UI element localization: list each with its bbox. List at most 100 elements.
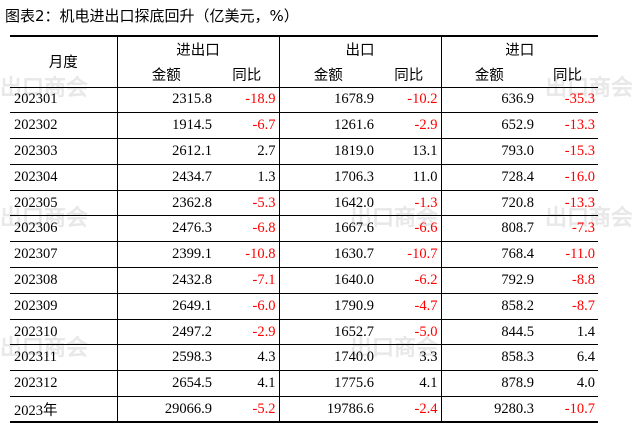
export-yoy-cell: -1.3 xyxy=(377,190,442,217)
total-amount-cell: 2432.8 xyxy=(117,267,215,294)
import-yoy-cell: -16.0 xyxy=(537,164,598,191)
export-yoy-cell: -5.0 xyxy=(377,319,442,346)
export-amount-cell: 1667.6 xyxy=(279,215,377,243)
table-row: 202310 2497.2 -2.9 1652.7 -5.0 844.5 1.4 xyxy=(10,319,598,346)
import-yoy-cell: -11.0 xyxy=(537,241,598,269)
export-amount-cell: 1261.6 xyxy=(279,112,377,140)
total-yoy-cell: -5.2 xyxy=(215,396,280,424)
import-amount-cell: 792.9 xyxy=(441,267,537,294)
export-amount-cell: 19786.6 xyxy=(279,396,377,424)
figure-title: 图表2：机电进出口探底回升（亿美元，%） xyxy=(5,7,299,25)
total-yoy-cell: 1.3 xyxy=(215,164,280,191)
table-row: 202309 2649.1 -6.0 1790.9 -4.7 858.2 -8.7 xyxy=(10,293,598,320)
total-amount-cell: 1914.5 xyxy=(117,112,215,140)
total-amount-cell: 2612.1 xyxy=(117,138,215,165)
import-yoy-cell: -13.3 xyxy=(537,190,598,217)
table-row: 202305 2362.8 -5.3 1642.0 -1.3 720.8 -13.3 xyxy=(10,190,598,217)
export-yoy-cell: -10.2 xyxy=(377,87,442,114)
total-group-header: 进出口 xyxy=(117,35,280,62)
table-row: 202307 2399.1 -10.8 1630.7 -10.7 768.4 -11.0 xyxy=(10,241,598,269)
export-amount-header: 金额 xyxy=(279,62,377,88)
import-yoy-cell: 6.4 xyxy=(537,344,598,372)
import-yoy-cell: -13.3 xyxy=(537,112,598,140)
export-amount-cell: 1630.7 xyxy=(279,241,377,269)
import-yoy-cell: -15.3 xyxy=(537,138,598,165)
import-amount-cell: 9280.3 xyxy=(441,396,537,424)
import-amount-cell: 652.9 xyxy=(441,112,537,140)
month-cell: 2023年 xyxy=(10,396,118,424)
month-cell: 202305 xyxy=(10,190,118,217)
total-yoy-cell: -2.9 xyxy=(215,319,280,346)
month-cell: 202304 xyxy=(10,164,118,191)
total-yoy-cell: 4.3 xyxy=(215,344,280,372)
total-amount-cell: 29066.9 xyxy=(117,396,215,424)
month-cell: 202301 xyxy=(10,87,118,114)
import-yoy-header: 同比 xyxy=(537,62,598,88)
import-yoy-cell: -8.7 xyxy=(537,293,598,320)
table-row: 202312 2654.5 4.1 1775.6 4.1 878.9 4.0 xyxy=(10,370,598,398)
import-amount-header: 金额 xyxy=(441,62,537,88)
export-yoy-cell: -10.7 xyxy=(377,241,442,269)
total-yoy-cell: -10.8 xyxy=(215,241,280,269)
total-amount-cell: 2315.8 xyxy=(117,87,215,114)
export-amount-cell: 1819.0 xyxy=(279,138,377,165)
table-row: 202303 2612.1 2.7 1819.0 13.1 793.0 -15.3 xyxy=(10,138,598,165)
export-yoy-cell: 4.1 xyxy=(377,370,442,398)
total-amount-cell: 2476.3 xyxy=(117,215,215,243)
trade-table: 月度 进出口 出口 进口 金额 同比 金额 同比 金额 同比 202301 231… xyxy=(10,35,598,424)
export-yoy-cell: -6.2 xyxy=(377,267,442,294)
export-yoy-cell: -6.6 xyxy=(377,215,442,243)
export-amount-cell: 1740.0 xyxy=(279,344,377,372)
export-yoy-cell: -2.4 xyxy=(377,396,442,424)
import-amount-cell: 793.0 xyxy=(441,138,537,165)
table-row: 202306 2476.3 -6.8 1667.6 -6.6 808.7 -7.3 xyxy=(10,215,598,243)
export-yoy-cell: -4.7 xyxy=(377,293,442,320)
import-yoy-cell: -10.7 xyxy=(537,396,598,424)
import-yoy-cell: 4.0 xyxy=(537,370,598,398)
import-amount-cell: 858.3 xyxy=(441,344,537,372)
total-amount-cell: 2434.7 xyxy=(117,164,215,191)
import-amount-cell: 858.2 xyxy=(441,293,537,320)
export-yoy-cell: 13.1 xyxy=(377,138,442,165)
import-amount-cell: 636.9 xyxy=(441,87,537,114)
month-cell: 202306 xyxy=(10,215,118,243)
export-yoy-cell: -2.9 xyxy=(377,112,442,140)
total-yoy-cell: -6.7 xyxy=(215,112,280,140)
import-amount-cell: 768.4 xyxy=(441,241,537,269)
total-amount-header: 金额 xyxy=(117,62,215,88)
month-cell: 202311 xyxy=(10,344,118,372)
export-yoy-cell: 11.0 xyxy=(377,164,442,191)
total-yoy-cell: -7.1 xyxy=(215,267,280,294)
export-yoy-header: 同比 xyxy=(377,62,442,88)
table-row: 202301 2315.8 -18.9 1678.9 -10.2 636.9 -35.3 xyxy=(10,87,598,114)
export-yoy-cell: 3.3 xyxy=(377,344,442,372)
total-yoy-cell: -6.0 xyxy=(215,293,280,320)
import-amount-cell: 808.7 xyxy=(441,215,537,243)
table-row: 2023年 29066.9 -5.2 19786.6 -2.4 9280.3 -10.7 xyxy=(10,396,598,424)
month-cell: 202302 xyxy=(10,112,118,140)
month-cell: 202312 xyxy=(10,370,118,398)
import-yoy-cell: -7.3 xyxy=(537,215,598,243)
month-cell: 202308 xyxy=(10,267,118,294)
table-row: 202304 2434.7 1.3 1706.3 11.0 728.4 -16.0 xyxy=(10,164,598,191)
total-yoy-cell: -6.8 xyxy=(215,215,280,243)
import-amount-cell: 878.9 xyxy=(441,370,537,398)
total-amount-cell: 2399.1 xyxy=(117,241,215,269)
export-amount-cell: 1678.9 xyxy=(279,87,377,114)
import-amount-cell: 844.5 xyxy=(441,319,537,346)
table-body: 202301 2315.8 -18.9 1678.9 -10.2 636.9 -35.3 20… xyxy=(10,87,598,424)
export-amount-cell: 1652.7 xyxy=(279,319,377,346)
export-group-header: 出口 xyxy=(279,35,442,62)
month-header: 月度 xyxy=(10,35,118,88)
total-yoy-cell: 2.7 xyxy=(215,138,280,165)
table-row: 202308 2432.8 -7.1 1640.0 -6.2 792.9 -8.8 xyxy=(10,267,598,294)
total-yoy-cell: -5.3 xyxy=(215,190,280,217)
total-amount-cell: 2598.3 xyxy=(117,344,215,372)
total-amount-cell: 2497.2 xyxy=(117,319,215,346)
import-amount-cell: 728.4 xyxy=(441,164,537,191)
import-yoy-cell: -8.8 xyxy=(537,267,598,294)
total-yoy-cell: 4.1 xyxy=(215,370,280,398)
export-amount-cell: 1790.9 xyxy=(279,293,377,320)
import-yoy-cell: -35.3 xyxy=(537,87,598,114)
export-amount-cell: 1775.6 xyxy=(279,370,377,398)
